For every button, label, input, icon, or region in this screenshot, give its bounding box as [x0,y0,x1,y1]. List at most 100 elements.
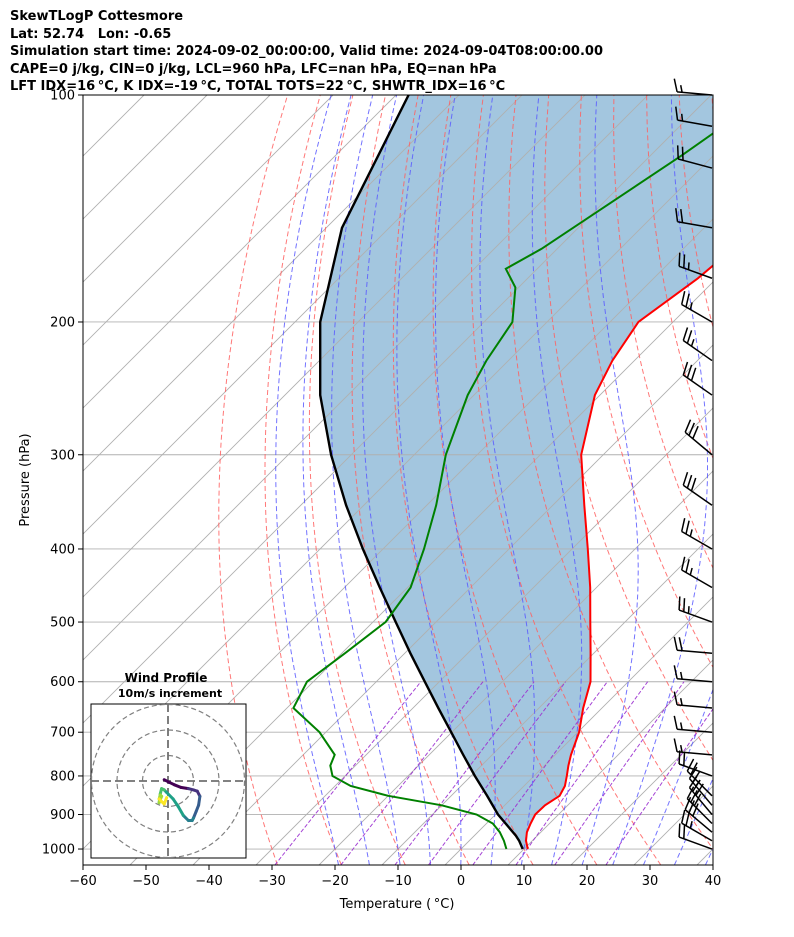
wind-barb-flag [678,823,681,838]
mixing-ratio-line [340,681,484,865]
wind-barb-flag [692,770,701,783]
x-tick-label: −40 [195,874,222,889]
wind-barb-flag [693,793,702,807]
isotherm-line [83,95,712,724]
dry-adiabat [711,95,713,118]
wind-barb-flag [686,330,693,344]
wind-barb-half-flag [689,302,693,310]
x-tick-label: 20 [579,874,596,889]
wind-barb [688,766,713,806]
wind-barb-staff [688,778,713,806]
wind-barb-staff [684,809,713,833]
wind-barb-flag [685,812,690,826]
time-line: Simulation start time: 2024-09-02_00:00:… [10,44,603,59]
wind-barb [684,419,713,456]
wind-barb [684,796,713,833]
wind-barb [676,145,713,169]
wind-barb-half-flag [679,671,683,680]
moist-adiabat [581,95,639,865]
x-tick-label: 40 [705,874,722,889]
wind-barb [680,809,713,842]
wind-barb-half-flag [679,698,683,706]
moist-adiabat [531,95,583,865]
cape-region [320,95,713,849]
wind-barb-half-flag [679,85,683,93]
wind-barb [675,208,713,229]
wind-barb-staff [681,303,713,323]
wind-barb-half-flag [690,339,695,347]
y-tick-label: 600 [50,675,75,690]
wind-barb [673,78,713,96]
isotherm-line [83,95,334,346]
location-line: Lat: 52.74 Lon: -0.65 [10,26,172,42]
mixing-ratio-line [394,681,535,865]
wind-barb-flag [683,254,686,269]
wind-barb-staff [681,822,713,842]
wind-barb-flag [681,146,684,161]
wind-barb-half-flag [679,744,683,753]
wind-barb-half-flag [689,567,693,576]
wind-barb-flag [683,752,686,766]
temperature-line [524,264,713,850]
wind-barb-staff [677,91,713,96]
wind-barb-flag [686,364,693,379]
isotherm-line [760,95,794,865]
y-tick-label: 100 [50,89,75,104]
wind-barb-flag [686,786,695,800]
wind-barb [675,106,713,127]
wind-barb-flag [684,796,692,810]
dewpoint-line [292,132,713,850]
wind-barb-flag [690,789,698,803]
chart-header: SkewTLogP Cottesmore Lat: 52.74 Lon: -0.… [10,8,603,96]
wind-barb [680,291,713,323]
wind-barb-staff [677,704,713,709]
wind-barb-staff [677,728,713,733]
wind-barb-flag [683,598,686,612]
cape-line: CAPE=0 j/kg, CIN=0 j/kg, LCL=960 hPa, LF… [10,61,497,77]
x-tick-label: −50 [132,874,159,889]
wind-barb [686,786,713,825]
wind-barb-flag [682,327,689,341]
cin-fill [320,95,713,849]
wind-barb-staff [677,677,713,683]
y-tick-label: 200 [50,315,75,330]
wind-barb [686,758,713,797]
x-tick-label: 0 [457,874,465,889]
y-tick-label: 900 [50,808,75,823]
moist-adiabat [331,95,401,865]
wind-barb-flag [678,596,681,611]
dry-adiabat [218,95,289,865]
isotherm-line [507,659,713,865]
wind-barbs [673,78,713,850]
wind-barb-staff [684,431,713,456]
wind-barb-flag [688,800,695,814]
wind-barb-flag [680,209,684,223]
wind-barb-staff [678,609,713,623]
isotherm-line [129,281,713,865]
wind-barb-flag [673,636,678,651]
wind-barb [678,596,713,623]
wind-barb-flag [673,738,678,752]
wind-barb-flag [685,559,690,573]
wind-barb-flag [675,106,679,121]
hodograph-segment [176,805,185,817]
wind-barb-flag [673,665,678,679]
wind-barb-flag [680,556,686,571]
moist-adiabat [362,95,431,865]
wind-barb-staff [686,798,713,825]
wind-barb-flag [688,422,695,436]
x-tick-label: −60 [69,874,96,889]
wind-barb-half-flag [687,606,690,614]
x-tick-label: −10 [384,874,411,889]
isotherm-line [83,95,523,535]
wind-barb-staff [682,339,713,362]
isotherm-line [83,95,649,661]
moist-adiabat [673,777,713,865]
wind-barb-flag [680,518,686,532]
wind-barb [682,471,713,506]
isotherm-line [381,533,713,865]
wind-barb-staff [678,836,713,850]
wind-barb [678,823,713,850]
isotherm-line [83,95,586,598]
hodograph-body [91,704,246,858]
